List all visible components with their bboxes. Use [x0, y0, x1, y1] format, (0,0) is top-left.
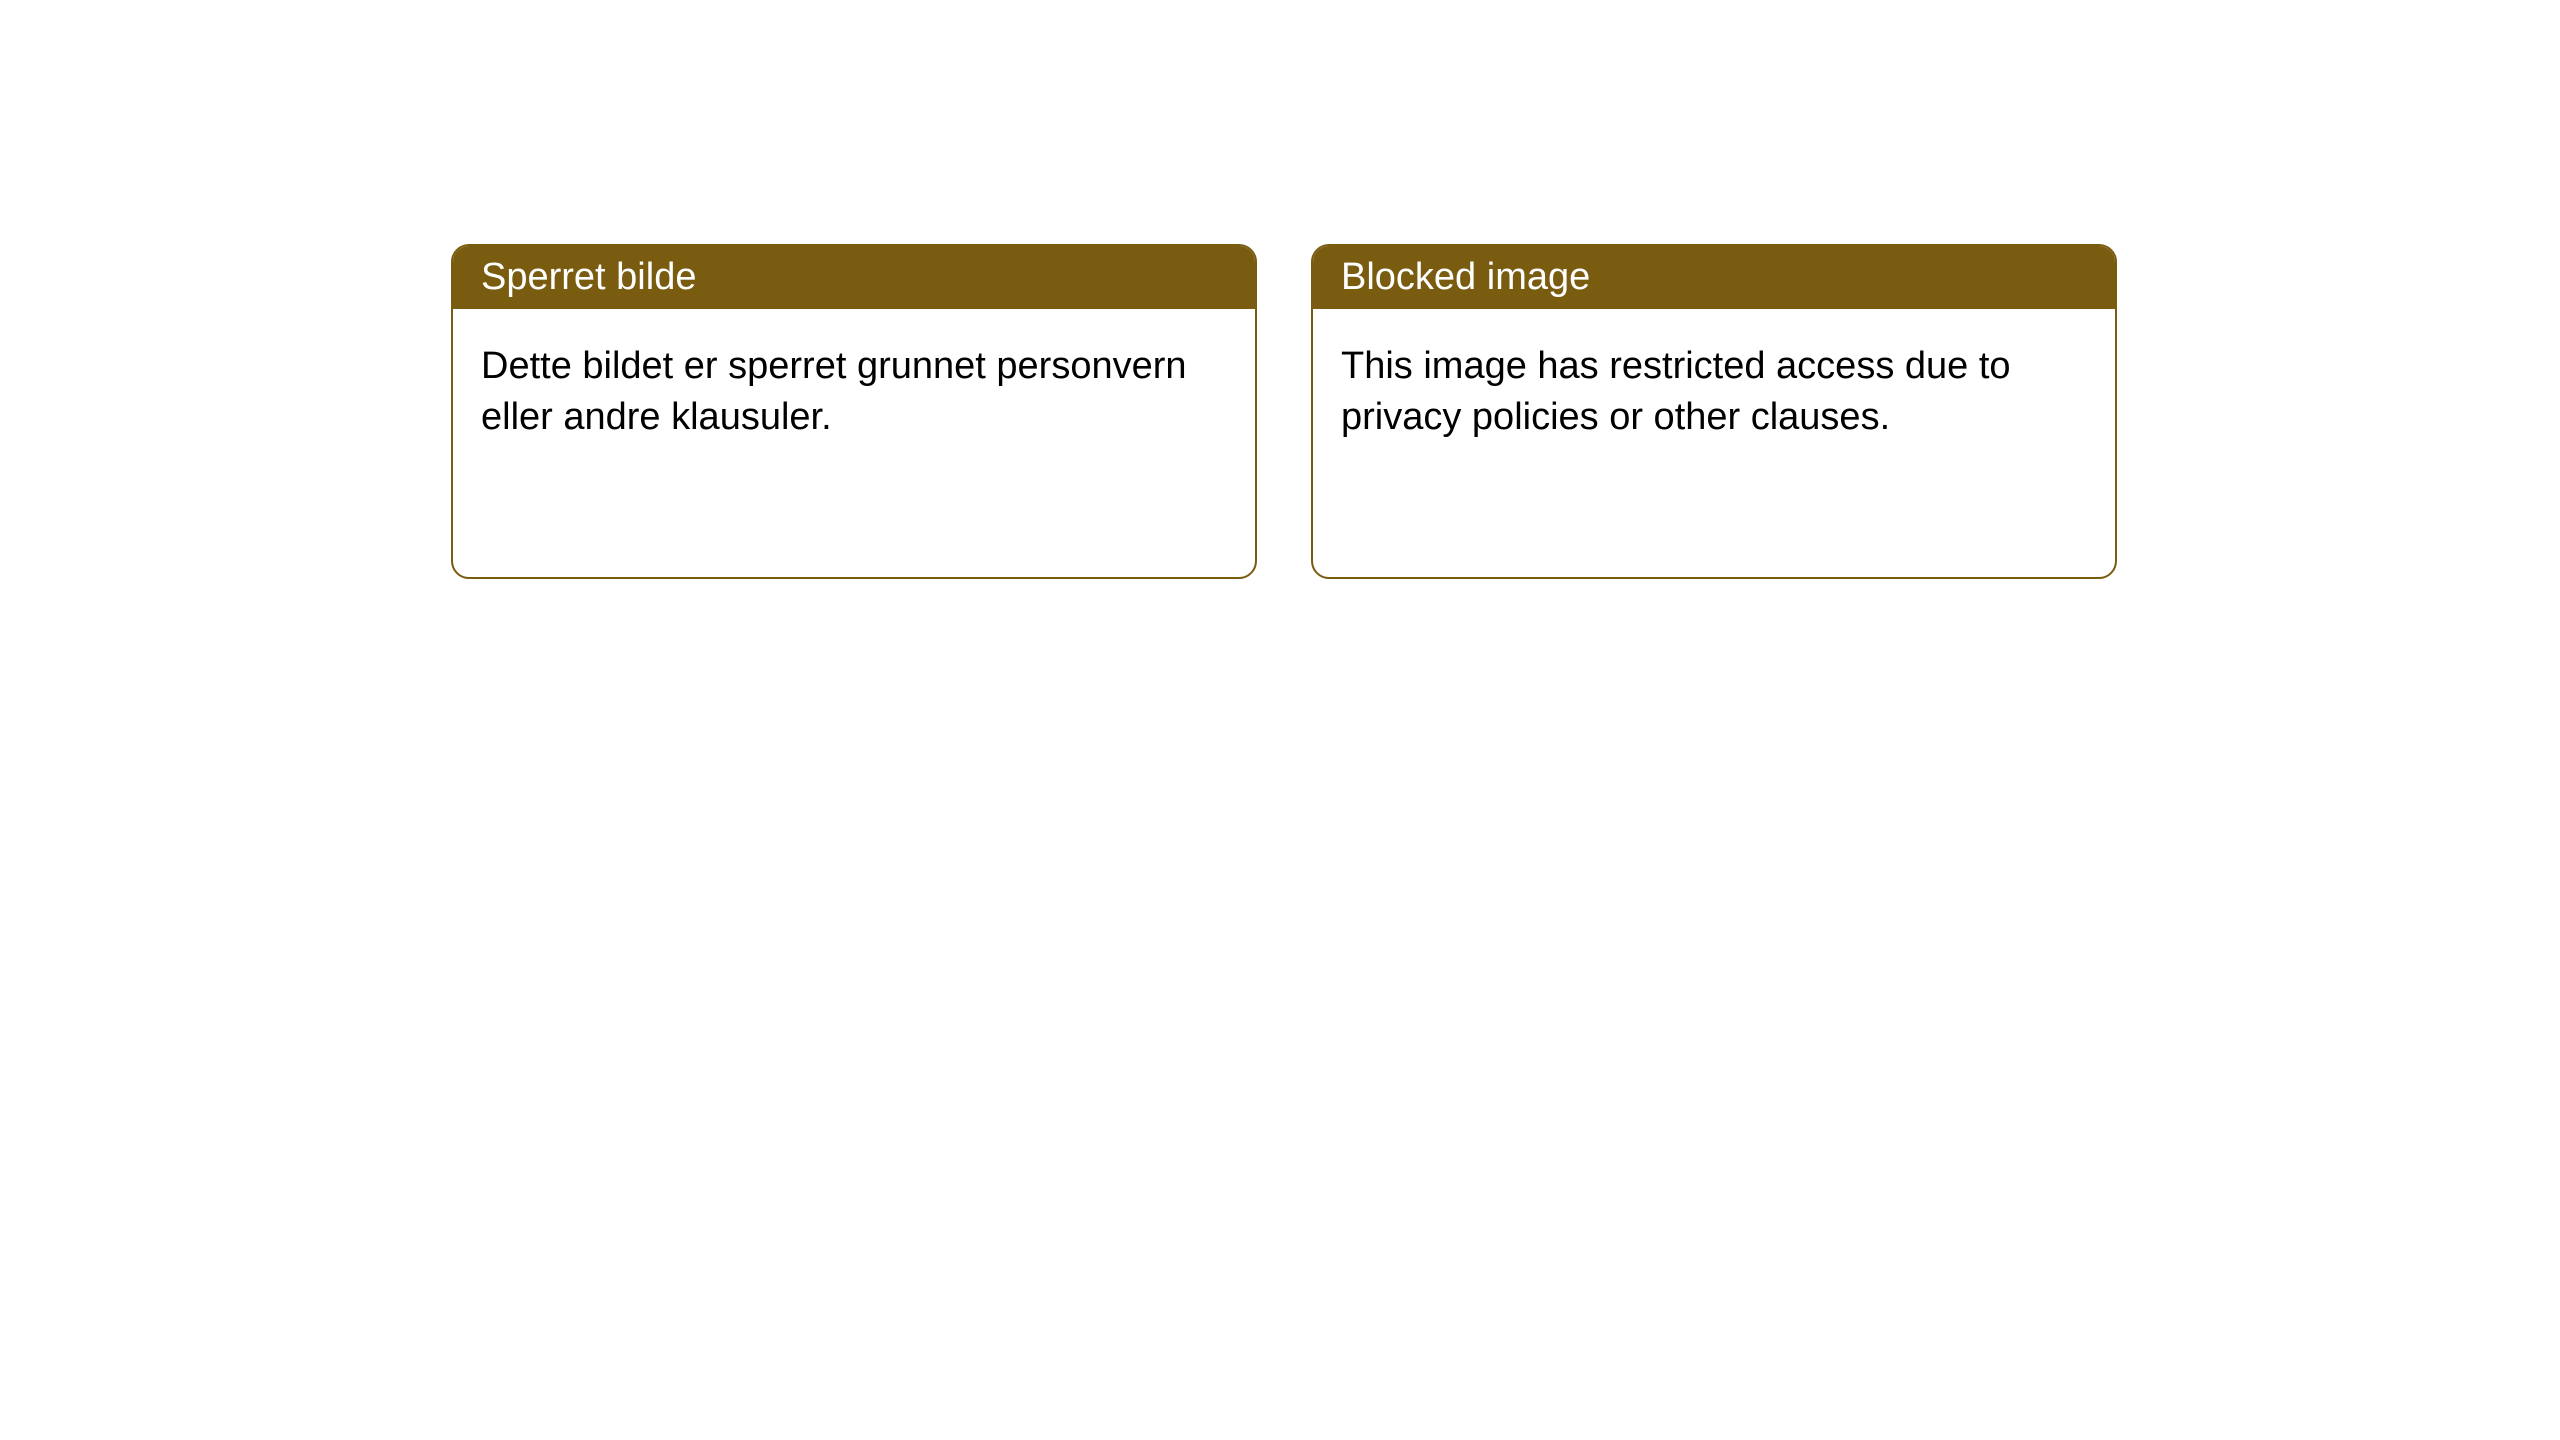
cards-container: Sperret bilde Dette bildet er sperret gr…: [0, 0, 2560, 579]
card-text-en: This image has restricted access due to …: [1341, 345, 2011, 438]
blocked-image-card-no: Sperret bilde Dette bildet er sperret gr…: [451, 244, 1257, 579]
card-text-no: Dette bildet er sperret grunnet personve…: [481, 345, 1187, 438]
card-title-no: Sperret bilde: [481, 256, 696, 298]
card-header-no: Sperret bilde: [453, 246, 1255, 309]
card-header-en: Blocked image: [1313, 246, 2115, 309]
blocked-image-card-en: Blocked image This image has restricted …: [1311, 244, 2117, 579]
card-body-en: This image has restricted access due to …: [1313, 309, 2115, 476]
card-body-no: Dette bildet er sperret grunnet personve…: [453, 309, 1255, 476]
card-title-en: Blocked image: [1341, 256, 1590, 298]
